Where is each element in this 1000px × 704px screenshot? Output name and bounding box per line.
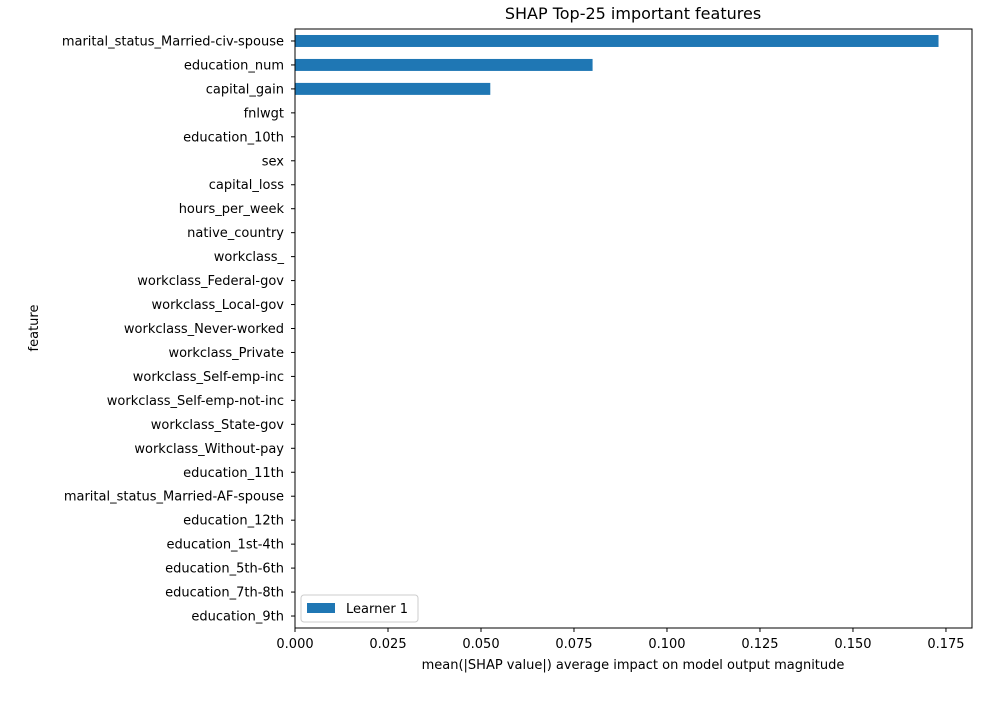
plot-frame: [294, 28, 973, 629]
y-tick-label: marital_status_Married-AF-spouse: [64, 490, 284, 505]
x-tick-label: 0.050: [462, 637, 499, 652]
bars-layer: [295, 34, 939, 95]
y-tick-label: workclass_Never-worked: [124, 322, 284, 337]
legend-box: [300, 594, 419, 623]
y-tick-label: education_5th-6th: [165, 562, 284, 577]
chart-title: SHAP Top-25 important features: [505, 4, 761, 23]
y-tick-label: education_1st-4th: [167, 538, 284, 553]
y-tick-label: education_12th: [183, 514, 284, 529]
legend: Learner 1: [300, 594, 419, 623]
x-tick-label: 0.175: [927, 637, 964, 652]
y-tick-label: education_num: [184, 58, 284, 73]
y-tick-label: workclass_Without-pay: [134, 442, 284, 457]
y-tick-label: hours_per_week: [179, 202, 285, 217]
y-tick-label: capital_loss: [209, 178, 284, 193]
y-tick-label: marital_status_Married-civ-spouse: [62, 34, 284, 49]
bar: [295, 58, 593, 71]
y-tick-label: workclass_State-gov: [151, 418, 285, 433]
y-tick-label: sex: [262, 154, 285, 169]
y-tick-label: workclass_: [214, 250, 285, 265]
y-axis-label: feature: [27, 305, 42, 352]
y-tick-label: workclass_Local-gov: [151, 298, 284, 313]
bar: [295, 34, 939, 47]
y-tick-label: workclass_Private: [168, 346, 284, 361]
y-tick-label: education_9th: [191, 610, 284, 625]
y-tick-label: fnlwgt: [244, 106, 284, 121]
y-tick-label: education_7th-8th: [165, 586, 284, 601]
y-axis-ticks: marital_status_Married-civ-spouseeducati…: [62, 34, 295, 625]
y-tick-label: education_11th: [183, 466, 284, 481]
x-axis-label: mean(|SHAP value|) average impact on mod…: [422, 658, 845, 673]
y-tick-label: native_country: [187, 226, 284, 241]
y-tick-label: workclass_Self-emp-inc: [133, 370, 284, 385]
y-tick-label: education_10th: [183, 130, 284, 145]
legend-swatch: [307, 603, 335, 613]
y-tick-label: capital_gain: [206, 82, 284, 97]
x-tick-label: 0.125: [741, 637, 778, 652]
x-tick-label: 0.150: [834, 637, 871, 652]
legend-label: Learner 1: [346, 602, 408, 617]
x-tick-label: 0.100: [648, 637, 685, 652]
x-tick-label: 0.075: [555, 637, 592, 652]
y-tick-label: workclass_Self-emp-not-inc: [107, 394, 284, 409]
x-tick-label: 0.000: [276, 637, 313, 652]
bar: [295, 82, 491, 95]
x-axis-ticks: 0.000 0.025 0.050 0.075 0.100 0.125 0.150 0.175: [276, 628, 965, 652]
x-tick-label: 0.025: [369, 637, 406, 652]
y-tick-label: workclass_Federal-gov: [137, 274, 284, 289]
